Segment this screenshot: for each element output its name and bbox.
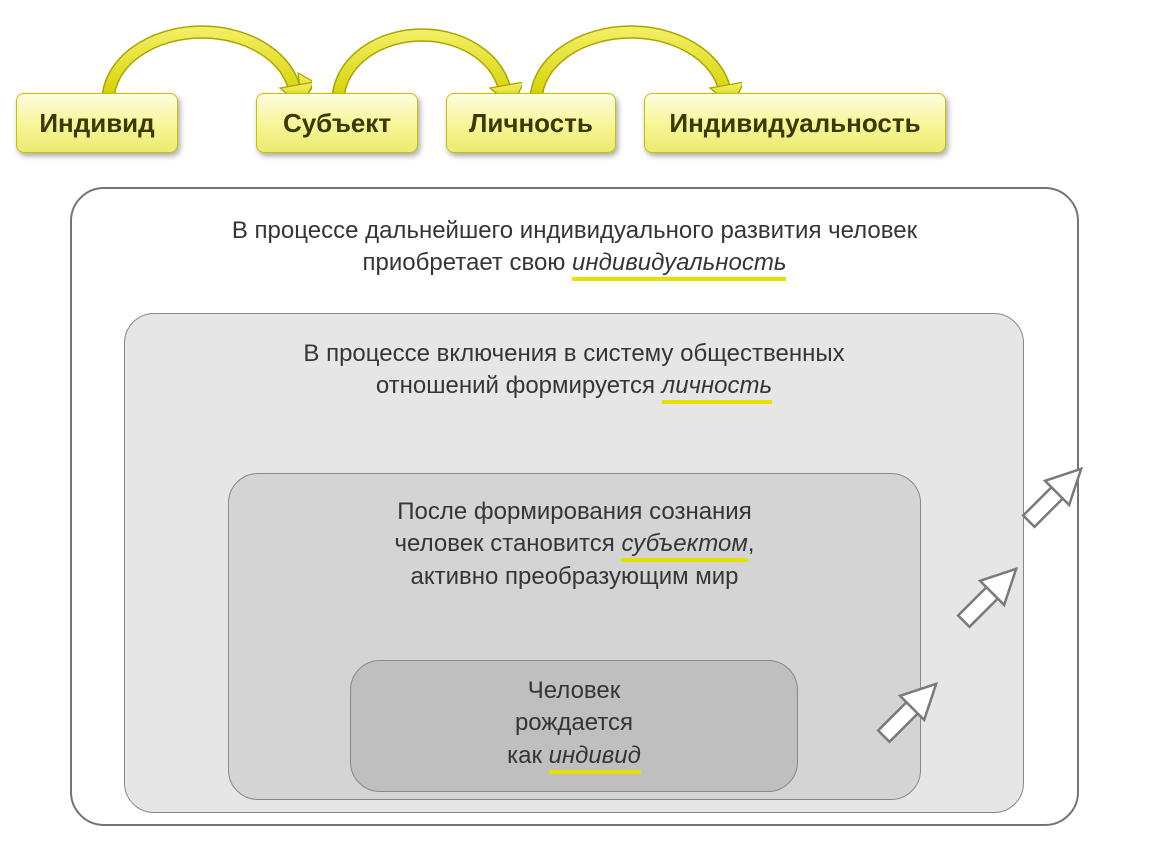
term-button-individ: Индивид	[16, 93, 178, 153]
diagram-stage: Индивид Субъект Личность Индивидуальност…	[0, 0, 1150, 864]
panel1-line1: Человек	[528, 677, 621, 704]
panel2-line1: После формирования сознания	[397, 498, 751, 525]
term-button-individuality: Индивидуальность	[644, 93, 946, 153]
panel2-line2c: ,	[748, 530, 755, 557]
term-button-personality: Личность	[446, 93, 616, 153]
panel4-line1: В процессе дальнейшего индивидуального р…	[232, 217, 917, 244]
panel-level-1-individ: Человек рождается как индивид	[350, 660, 798, 792]
panel3-keyword: личность	[662, 372, 772, 404]
panel3-line1: В процессе включения в систему обществен…	[303, 340, 844, 367]
panel1-keyword: индивид	[549, 742, 641, 774]
panel2-line2a: человек становится	[395, 530, 622, 557]
panel4-keyword: индивидуальность	[572, 249, 786, 281]
term-button-subject: Субъект	[256, 93, 418, 153]
panel1-line3a: как	[507, 742, 549, 769]
panel3-line2a: отношений формируется	[376, 372, 662, 399]
panel2-line3: активно преобразующим мир	[410, 563, 738, 590]
panel4-line2a: приобретает свою	[363, 249, 573, 276]
panel2-keyword: субъектом	[621, 530, 747, 562]
panel1-line2: рождается	[515, 709, 633, 736]
